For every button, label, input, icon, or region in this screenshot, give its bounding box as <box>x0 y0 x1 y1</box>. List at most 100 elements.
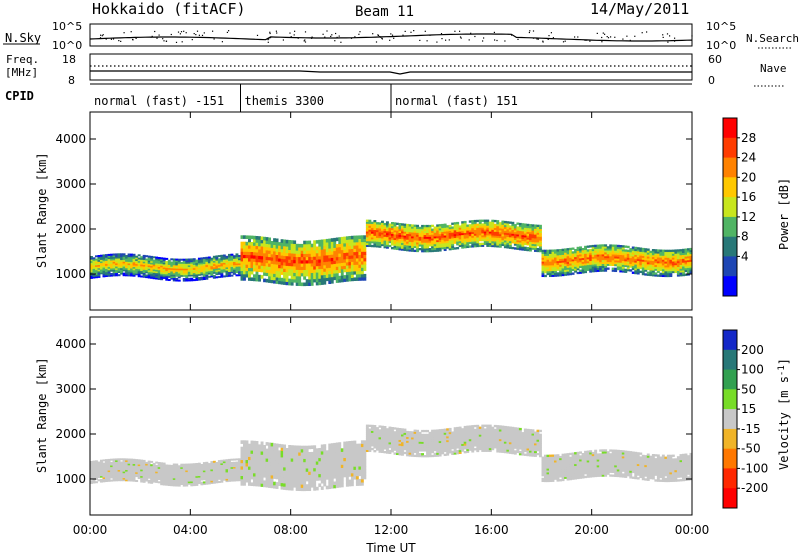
velocity-cell <box>348 473 352 477</box>
power-cell <box>90 265 93 268</box>
power-cell <box>654 260 658 264</box>
power-cell <box>433 230 437 233</box>
velocity-cell <box>365 443 369 447</box>
velocity-cell <box>335 442 339 447</box>
power-cell <box>177 271 181 274</box>
power-cell <box>255 264 259 269</box>
power-cell <box>446 242 450 245</box>
power-cell <box>544 263 547 266</box>
power-cell <box>107 266 111 269</box>
velocity-cell <box>228 460 231 463</box>
power-cell <box>303 272 307 277</box>
freq-trace <box>90 70 692 75</box>
power-cell <box>220 267 224 270</box>
velocity-cell <box>373 426 377 430</box>
power-cell <box>566 269 570 272</box>
velocity-cell <box>112 460 116 463</box>
velocity-cell <box>280 463 284 468</box>
power-cell <box>448 238 452 241</box>
noise-search-dot <box>470 32 472 34</box>
power-cell <box>556 272 560 275</box>
power-cell <box>428 230 432 233</box>
power-cell <box>365 236 369 240</box>
power-cell <box>162 276 166 279</box>
power-cell <box>496 231 500 235</box>
power-cell <box>581 255 585 259</box>
power-cell <box>486 240 490 244</box>
power-cell <box>551 259 555 262</box>
power-cell <box>320 239 324 244</box>
velocity-cell <box>248 443 251 448</box>
power-cell <box>195 259 199 262</box>
power-cell <box>659 251 663 254</box>
noise-search-dot <box>404 30 406 32</box>
velocity-cell <box>258 460 262 465</box>
power-cell <box>112 264 116 267</box>
velocity-cell <box>192 464 196 467</box>
velocity-cell <box>381 446 384 450</box>
power-cell <box>516 234 520 237</box>
power-cell <box>285 246 289 250</box>
power-cell <box>130 268 134 271</box>
power-cell <box>330 251 334 255</box>
power-cell <box>330 254 334 258</box>
power-cell <box>250 242 254 246</box>
power-cell <box>90 273 93 276</box>
power-cell <box>619 250 623 254</box>
power-cell <box>187 258 191 261</box>
power-cell <box>295 263 299 267</box>
power-cell <box>391 231 394 234</box>
power-cell <box>659 261 663 264</box>
power-cell <box>313 272 317 277</box>
velocity-cell <box>280 473 284 477</box>
power-cell <box>569 261 573 264</box>
velocity-cell <box>157 468 161 471</box>
power-cell <box>140 257 144 260</box>
power-cell <box>278 267 282 272</box>
power-cell <box>253 248 256 253</box>
power-cell <box>235 256 239 259</box>
power-cell <box>574 249 578 252</box>
power-cell <box>679 249 683 252</box>
velocity-cell <box>172 476 176 479</box>
power-cell <box>283 274 287 279</box>
power-cell <box>343 259 347 263</box>
velocity-cell <box>370 426 374 430</box>
velocity-cell <box>258 457 262 461</box>
velocity-cell <box>165 474 169 477</box>
velocity-cell <box>140 459 144 462</box>
power-cell <box>616 256 620 259</box>
power-cell <box>190 279 194 282</box>
velocity-cell <box>300 452 304 456</box>
power-cell <box>105 255 108 258</box>
power-cell <box>295 279 299 283</box>
velocity-cell <box>253 476 256 480</box>
power-cell <box>268 266 272 271</box>
power-cell <box>579 246 583 249</box>
power-cell <box>398 236 402 239</box>
velocity-cell <box>391 428 394 432</box>
power-cell <box>300 269 304 274</box>
power-cell <box>546 253 550 256</box>
power-cell <box>536 234 540 237</box>
power-cell <box>222 259 226 262</box>
velocity-cell <box>142 463 146 466</box>
velocity-cell <box>338 445 342 450</box>
power-cell <box>132 253 136 256</box>
power-cell <box>501 239 505 243</box>
power-cell <box>315 265 319 270</box>
power-cell <box>197 262 201 265</box>
velocity-cell <box>175 468 179 471</box>
power-cell <box>275 254 279 259</box>
power-cell <box>468 239 472 242</box>
power-cell <box>523 240 527 244</box>
velocity-cell <box>180 473 184 476</box>
power-cell <box>659 265 663 268</box>
velocity-cell <box>162 481 166 484</box>
power-cell <box>333 237 337 242</box>
noise-search-dot <box>297 37 299 39</box>
power-cell <box>370 235 374 238</box>
power-cell <box>255 258 259 263</box>
power-cell <box>401 234 404 238</box>
velocity-cell <box>305 458 309 463</box>
